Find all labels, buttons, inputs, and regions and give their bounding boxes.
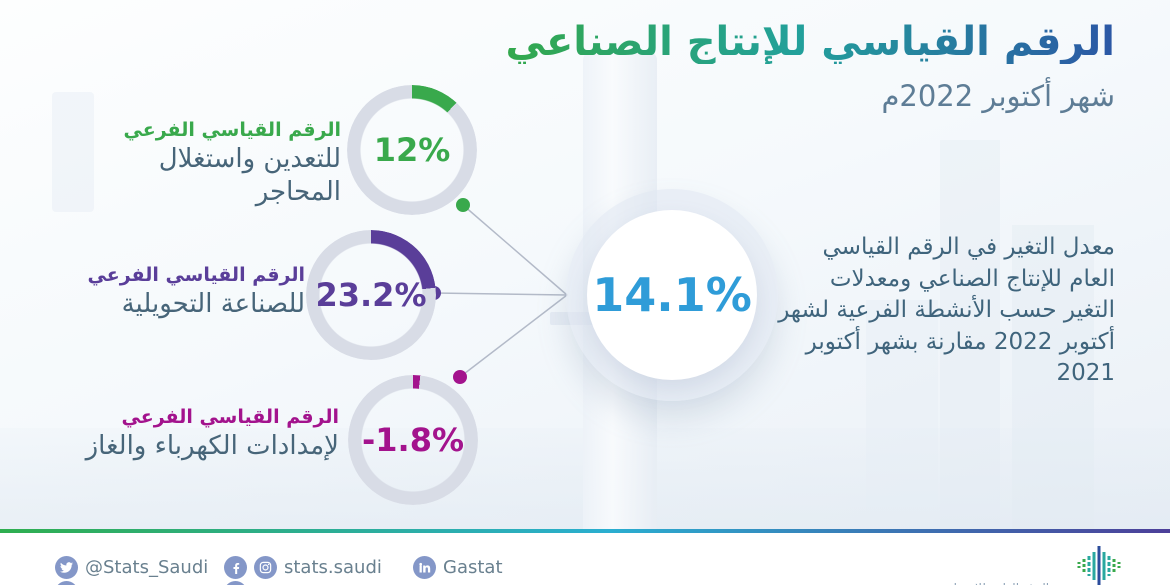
manufacturing-label: الرقم القياسي الفرعي للصناعة التحويلية — [53, 264, 306, 321]
twitter-handle[interactable]: @Stats_Saudi — [85, 557, 209, 578]
manufacturing-donut-chart: 23.2% — [306, 230, 436, 360]
facebook-icon[interactable] — [224, 556, 247, 579]
electricity-value: -1.8% — [361, 421, 465, 459]
page-subtitle: شهر أكتوبر 2022م — [881, 79, 1115, 113]
main-indicator-value: 14.1% — [592, 268, 752, 322]
mining-label: الرقم القياسي الفرعي للتعدين واستغلال ال… — [89, 119, 342, 208]
page-title: الرقم القياسي للإنتاج الصناعي — [505, 19, 1116, 65]
gastat-org-name: الهيئة العامة للإحصاء — [948, 581, 1128, 585]
linkedin-handle[interactable]: Gastat — [443, 557, 503, 578]
mining-value: 12% — [373, 131, 451, 169]
main-indicator-circle: 14.1% — [587, 210, 757, 380]
linkedin-icon[interactable] — [413, 556, 436, 579]
electricity-label-prefix: الرقم القياسي الفرعي — [121, 406, 340, 428]
footer-gradient-divider — [0, 529, 1170, 533]
facebook-instagram-link[interactable]: stats.saudi — [224, 556, 382, 579]
gastat-logo — [1077, 546, 1121, 585]
twitter-icon[interactable] — [55, 556, 78, 579]
linkedin-link[interactable]: Gastat — [413, 556, 503, 579]
indicator-description: معدل التغير في الرقم القياسي العام للإنت… — [778, 234, 1115, 386]
electricity-label: الرقم القياسي الفرعي لإمدادات الكهرباء و… — [49, 406, 339, 463]
mining-label-prefix: الرقم القياسي الفرعي — [123, 119, 342, 141]
mining-donut-chart: 12% — [347, 85, 477, 215]
facebook-instagram-handle[interactable]: stats.saudi — [284, 557, 382, 578]
social-icon-partial[interactable] — [55, 581, 78, 585]
mining-label-text: للتعدين واستغلال المحاجر — [158, 144, 341, 207]
social-icon-partial[interactable] — [224, 581, 247, 585]
electricity-label-text: لإمدادات الكهرباء والغاز — [85, 431, 339, 461]
twitter-link[interactable]: @Stats_Saudi — [55, 556, 208, 579]
manufacturing-label-prefix: الرقم القياسي الفرعي — [87, 264, 306, 286]
manufacturing-donut-ring — [306, 230, 436, 360]
background-structure — [52, 92, 94, 212]
instagram-icon[interactable] — [254, 556, 277, 579]
manufacturing-label-text: للصناعة التحويلية — [121, 289, 305, 319]
manufacturing-value: 23.2% — [315, 276, 427, 314]
electricity-donut-chart: -1.8% — [348, 375, 478, 505]
mining-donut-ring — [347, 85, 477, 215]
electricity-donut-ring — [348, 375, 478, 505]
footer: @Stats_Saudi stats.saudi Gastat — [0, 533, 1170, 585]
